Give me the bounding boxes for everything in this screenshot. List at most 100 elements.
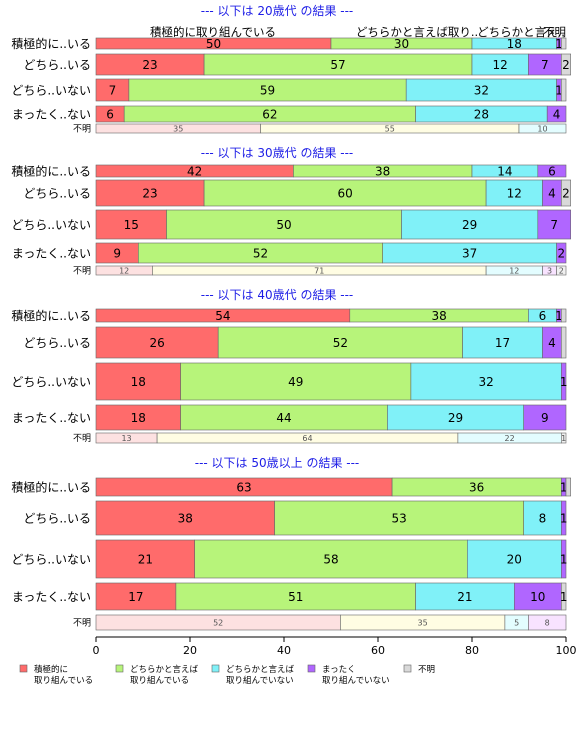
legend-label: 取り組んでいない [322,675,390,686]
unknown-segment [560,432,567,444]
bar-segment [95,582,177,611]
data-label: 28 [474,108,489,122]
bar-segment [546,105,567,123]
bar-segment [565,477,571,497]
row-label: どちら..いない [11,553,91,567]
legend-swatch [19,664,28,673]
bar-segment [560,308,567,323]
data-label: 7 [550,218,558,232]
data-label: 4 [553,108,561,122]
data-label: 36 [469,481,484,495]
data-label: 35 [418,619,428,628]
bar-segment [180,362,412,401]
x-tick-label: 0 [93,644,100,657]
bar-segment [560,500,567,536]
legend-swatch [115,664,124,673]
bar-segment [556,242,567,264]
bar-segment [95,179,205,207]
data-label: 21 [457,590,472,604]
x-tick-label: 40 [277,644,291,657]
bar-segment [95,326,219,359]
data-label: 3 [547,267,552,276]
data-label: 49 [288,375,303,389]
panel-title: --- 以下は 40歳代 の結果 --- [201,288,354,302]
data-label: 5 [514,619,519,628]
x-tick-label: 100 [556,644,577,657]
legend-label: まったく [322,665,356,675]
row-label: どちら..いる [23,512,91,526]
bar-segment [523,404,567,431]
data-label: 37 [462,247,477,261]
data-label: 15 [124,218,139,232]
data-label: 6 [106,108,114,122]
data-label: 59 [260,84,275,98]
unknown-segment [556,265,567,276]
data-label: 50 [276,218,291,232]
data-label: 7 [109,84,117,98]
bar-segment [537,209,571,240]
data-label: 2 [562,187,570,201]
data-label: 6 [539,309,547,323]
bar-segment [203,179,487,207]
legend-label: どちらかと言えば [130,664,199,675]
data-label: 52 [253,247,268,261]
unknown-row-label: 不明 [73,618,91,629]
data-label: 6 [548,165,556,179]
bar-segment [410,362,562,401]
data-label: 63 [236,481,251,495]
bar-segment [95,404,181,431]
data-label: 1 [560,512,568,526]
bar-segment [560,179,571,207]
bar-segment [95,539,195,579]
data-label: 10 [537,125,547,134]
row-label: どちら..いる [23,187,91,201]
bar-segment [560,53,571,76]
data-label: 4 [548,187,556,201]
data-label: 1 [561,434,566,443]
data-label: 30 [394,37,409,51]
data-label: 26 [149,336,164,350]
data-label: 64 [302,434,312,443]
legend-swatch [403,664,412,673]
data-label: 1 [555,84,563,98]
data-label: 1 [560,553,568,567]
unknown-row-label: 不明 [73,266,91,277]
bar-segment [560,37,567,50]
bar-segment [387,404,524,431]
data-label: 38 [178,512,193,526]
data-label: 4 [548,336,556,350]
unknown-row-label: 不明 [73,433,91,444]
x-tick-label: 60 [371,644,385,657]
data-label: 52 [213,619,223,628]
data-label: 60 [337,187,352,201]
data-label: 42 [187,165,202,179]
data-label: 1 [560,481,568,495]
legend-label: 不明 [418,665,435,675]
data-label: 57 [330,58,345,72]
data-label: 44 [276,411,291,425]
row-label: どちら..いる [23,58,91,72]
panel-title: --- 以下は 50歳以上 の結果 --- [195,456,360,470]
row-label: まったく..ない [12,247,91,261]
row-label: どちら..いる [23,336,91,350]
bar-segment [175,582,416,611]
bar-segment [95,500,275,536]
data-label: 58 [323,553,338,567]
row-label: まったく..ない [12,411,91,425]
x-tick-label: 80 [465,644,479,657]
data-label: 35 [173,125,183,134]
data-label: 2 [562,58,570,72]
row-label: どちら..いない [11,375,91,389]
data-label: 38 [431,309,446,323]
data-label: 12 [119,267,129,276]
row-label: どちら..いない [11,84,91,98]
top-series-label: どちらかと言え.. [477,25,565,39]
data-label: 14 [497,165,512,179]
row-label: どちら..いない [11,218,91,232]
bar-segment [95,362,181,401]
data-label: 38 [375,165,390,179]
bar-segment [560,362,567,401]
data-label: 29 [462,218,477,232]
row-label: 積極的に..いる [11,308,91,323]
data-label: 54 [215,309,230,323]
